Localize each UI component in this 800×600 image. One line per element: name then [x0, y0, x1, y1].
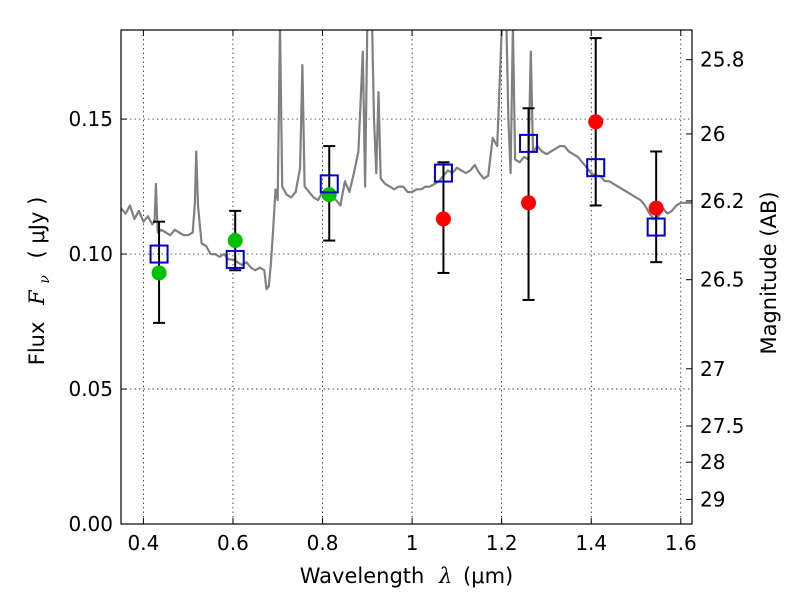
model-point [319, 174, 339, 194]
y2-tick-label: 27.5 [700, 414, 745, 438]
x-tick-label: 0.4 [127, 531, 159, 555]
x-tick-label: 1 [406, 531, 419, 555]
model-point [149, 244, 169, 264]
y2-tick-label: 25.8 [700, 48, 745, 72]
x-tick-label: 1.6 [665, 531, 697, 555]
model-point [646, 217, 666, 237]
model-point [586, 158, 606, 178]
plot-frame [120, 29, 693, 525]
spectrum-layer [121, 30, 692, 291]
data-point [151, 265, 167, 281]
y-axis-title: Flux F ν ( μJy ) [25, 197, 54, 366]
data-point [227, 233, 243, 249]
y2-tick-label: 26.2 [700, 189, 745, 213]
data-point [648, 200, 664, 216]
y-tick-label: 0.05 [68, 377, 113, 401]
grid [121, 30, 692, 525]
y2-axis-title: Magnitude (AB) [757, 191, 781, 354]
x-tick-label: 1.2 [486, 531, 518, 555]
errorbar-layer [153, 37, 663, 324]
model-point [519, 133, 539, 153]
spectrum-line [121, 30, 692, 291]
model-point [225, 249, 245, 269]
x-axis-title: Wavelength λ (μm) [300, 564, 513, 588]
x-tick-label: 0.8 [307, 531, 339, 555]
y2-tick-label: 28 [700, 450, 725, 474]
y-tick-label: 0.15 [68, 107, 113, 131]
marker-layer [149, 114, 666, 281]
model-point [433, 163, 453, 183]
data-point [521, 195, 537, 211]
x-tick-label: 0.6 [217, 531, 249, 555]
y2-tick-label: 26.5 [700, 268, 745, 292]
data-point [588, 114, 604, 130]
y2-tick-label: 29 [700, 487, 725, 511]
y-tick-label: 0.10 [68, 242, 113, 266]
data-point [435, 211, 451, 227]
tick-layer: 0.4 0.6 0.8 1 1.2 1.4 1.6 0.00 0.05 0.10 0.15 25.8 2… [68, 30, 745, 555]
y-tick-label: 0.00 [68, 512, 113, 536]
y2-tick-label: 26 [700, 122, 725, 146]
y2-tick-label: 27 [700, 357, 725, 381]
data-point [321, 187, 337, 203]
x-tick-label: 1.4 [575, 531, 607, 555]
